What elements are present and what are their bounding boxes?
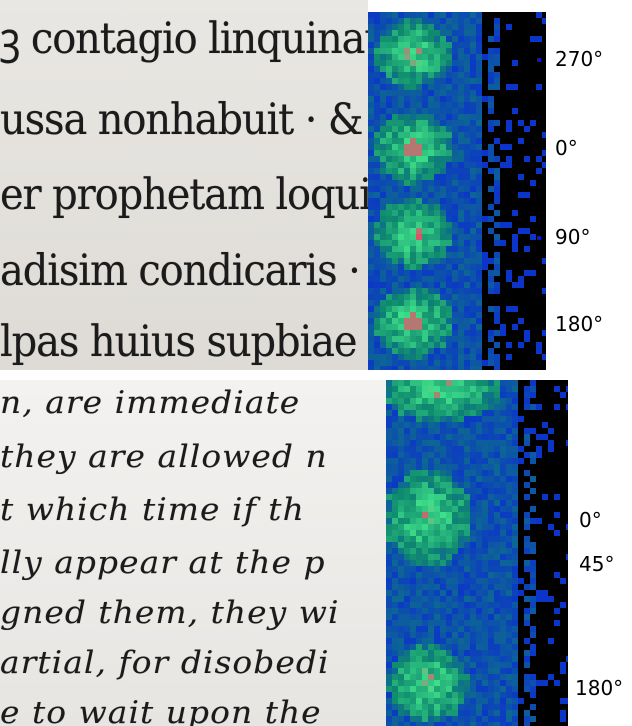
bottom-rotation-heatmap	[386, 380, 568, 726]
manuscript-line: gned them, they wi	[0, 595, 340, 631]
manuscript-line: ussa nonhabuit · & t	[0, 95, 368, 145]
angle-label-0: 0°	[555, 136, 578, 160]
manuscript-line: ꝫ contagio linquinat	[0, 14, 368, 64]
manuscript-line: adisim condicaris · du	[0, 246, 368, 296]
manuscript-line: they are allowed n	[0, 439, 328, 475]
angle-label-45: 45°	[579, 552, 615, 576]
angle-label-90: 90°	[555, 225, 591, 249]
marker-dot	[537, 236, 541, 240]
marker-dot	[537, 58, 541, 62]
angle-label-180: 180°	[575, 676, 624, 700]
top-rotation-heatmap	[368, 12, 546, 370]
bottom-panel: n, are immediate they are allowed n t wh…	[0, 380, 632, 726]
english-manuscript-crop: n, are immediate they are allowed n t wh…	[0, 380, 386, 726]
manuscript-line: e to wait upon the	[0, 695, 322, 726]
angle-label-0: 0°	[579, 508, 602, 532]
heatmap-grid	[386, 380, 568, 726]
top-panel: ꝫ contagio linquinat ussa nonhabuit · & …	[0, 0, 604, 370]
manuscript-line: lpas huius supbiae	[0, 317, 358, 367]
heatmap-grid	[368, 12, 546, 370]
angle-label-180: 180°	[555, 312, 604, 336]
manuscript-line: artial, for disobedi	[0, 645, 330, 681]
manuscript-line: n, are immediate	[0, 385, 301, 421]
latin-manuscript-crop: ꝫ contagio linquinat ussa nonhabuit · & …	[0, 0, 368, 370]
angle-label-270: 270°	[555, 47, 604, 71]
manuscript-line: t which time if th	[0, 492, 305, 528]
manuscript-line: er prophetam loquit	[0, 170, 368, 220]
manuscript-line: lly appear at the p	[0, 545, 326, 581]
